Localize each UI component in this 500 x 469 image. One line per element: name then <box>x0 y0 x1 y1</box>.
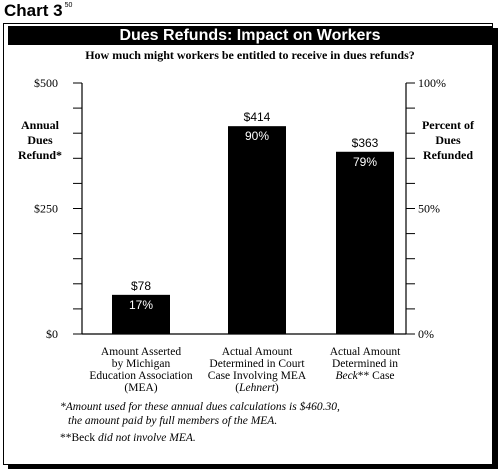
right-axis-title-line: Percent of <box>422 118 475 132</box>
bar-percent-label: 17% <box>129 298 153 312</box>
chart-number-label: Chart 3 50 <box>4 1 73 20</box>
category-label-line: Determined in Court <box>209 358 305 370</box>
chart-title: Dues Refunds: Impact on Workers <box>8 26 492 45</box>
bar-percent-label: 79% <box>353 155 377 169</box>
right-tick-label: 50% <box>418 202 440 216</box>
left-axis-title-line: Refund* <box>18 148 62 162</box>
category-label-line: Case Involving MEA <box>208 370 307 382</box>
category-label-line: Beck** Case <box>335 370 394 382</box>
bar-percent-label: 90% <box>245 129 269 143</box>
bar-value-label: $363 <box>352 136 379 150</box>
category-label-line: Education Association <box>89 370 192 382</box>
footnote-beck-word: Beck <box>71 432 96 444</box>
chart-reference-number: 50 <box>64 2 73 9</box>
bar-value-label: $78 <box>131 279 151 293</box>
footnote-beck: **Beck did not involve MEA. <box>60 432 196 444</box>
bar <box>112 294 170 334</box>
right-axis-title-line: Refunded <box>423 148 473 162</box>
category-label-line: Determined in <box>332 358 398 370</box>
footnote-line-2: the amount paid by full members of the M… <box>68 415 278 427</box>
category-label-line: (Lehnert) <box>235 382 279 394</box>
bar <box>336 151 394 334</box>
left-axis-title-line: Dues <box>27 133 53 147</box>
category-label-line: Actual Amount <box>222 346 293 358</box>
chart-subtitle: How much might workers be entitled to re… <box>85 48 415 62</box>
left-axis-title-line: Annual <box>21 118 60 132</box>
category-label-line: by Michigan <box>112 358 171 370</box>
category-label-line: (MEA) <box>124 382 157 394</box>
right-tick-label: 0% <box>418 327 434 341</box>
footnote-line-1: *Amount used for these annual dues calcu… <box>60 401 340 413</box>
category-label-line: Amount Asserted <box>101 346 181 358</box>
category-label-line: Actual Amount <box>330 346 401 358</box>
bar <box>228 126 286 334</box>
bar-value-label: $414 <box>244 110 271 124</box>
left-tick-label: $250 <box>34 202 58 216</box>
right-axis-title-line: Dues <box>435 133 461 147</box>
left-tick-label: $500 <box>34 76 58 90</box>
footnote-dues-amount: *Amount used for these annual dues calcu… <box>60 400 340 428</box>
left-tick-label: $0 <box>46 327 58 341</box>
right-tick-label: 100% <box>418 76 446 90</box>
